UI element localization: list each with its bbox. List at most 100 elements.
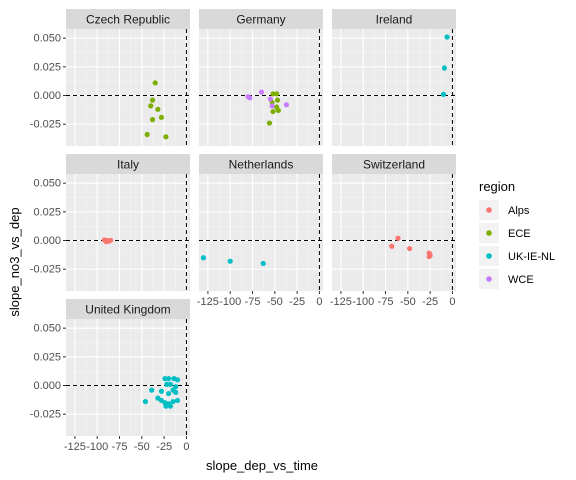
- panel-background: [199, 174, 323, 291]
- y-tick-label: 0.000: [33, 380, 61, 392]
- data-point: [152, 80, 158, 86]
- data-point: [274, 97, 281, 103]
- x-tick-label: -75: [112, 441, 128, 453]
- x-tick-label: 0: [183, 441, 189, 453]
- data-point: [266, 120, 273, 126]
- x-tick-label: -125: [197, 296, 219, 308]
- y-axis-title: slope_no3_vs_dep: [7, 207, 22, 316]
- facet-panel: Ireland: [332, 9, 456, 146]
- legend-swatch: [486, 253, 492, 259]
- facet-strip: [332, 154, 456, 174]
- legend: region Alps ECE UK-IE-NL WCE: [479, 179, 555, 289]
- data-point: [108, 237, 114, 243]
- data-point: [155, 106, 161, 112]
- data-point: [165, 390, 172, 397]
- panel-background: [199, 29, 323, 146]
- facet-panel: United Kingdom0.0500.0250.000-0.025-125-…: [30, 299, 190, 453]
- facet-panel: Italy 0.050 0.025 0.000 -0.025: [30, 154, 190, 291]
- data-point: [149, 117, 156, 123]
- panel-background: [332, 29, 456, 146]
- x-axis-title: slope_dep_vs_time: [206, 458, 318, 473]
- facet-panel: Netherlands -125 -100 -75 -50 -25 0: [197, 154, 323, 308]
- data-point: [269, 103, 275, 109]
- data-point: [247, 95, 253, 101]
- x-tick-label: -100: [219, 296, 241, 308]
- y-tick-label: 0.025: [33, 206, 61, 218]
- data-point: [174, 397, 181, 404]
- y-tick-label: 0.050: [33, 178, 61, 190]
- facet-strip: [199, 154, 323, 174]
- y-tick-label: 0.050: [33, 33, 61, 45]
- data-point: [173, 389, 179, 396]
- data-point: [270, 108, 276, 115]
- data-point: [270, 91, 276, 97]
- data-point: [440, 91, 447, 97]
- x-tick-label: -50: [400, 296, 416, 308]
- y-tick-label: -0.025: [30, 409, 61, 421]
- data-point: [227, 258, 233, 264]
- facet-strip-label: Switzerland: [363, 158, 425, 172]
- x-tick-label: -125: [330, 296, 352, 308]
- y-tick-label: 0.000: [33, 90, 61, 102]
- x-tick-label: -100: [352, 296, 374, 308]
- data-point: [283, 102, 290, 108]
- x-tick-label: -125: [64, 441, 86, 453]
- legend-label: ECE: [508, 228, 531, 240]
- data-point: [165, 376, 172, 382]
- panels-layer: Czech Republic 0.050 0.025 0.000 -0.025 Germa…: [30, 9, 456, 453]
- legend-items: Alps ECE UK-IE-NL WCE: [479, 200, 555, 289]
- data-point: [260, 260, 266, 267]
- data-point: [162, 376, 168, 382]
- data-point: [389, 243, 395, 249]
- data-point: [167, 381, 173, 387]
- data-point: [142, 398, 148, 405]
- data-point: [158, 114, 165, 120]
- x-tick-label: 0: [449, 296, 455, 308]
- y-tick-label: -0.025: [30, 119, 61, 131]
- data-point: [200, 255, 207, 261]
- data-point: [275, 107, 281, 114]
- facet-strip-label: Italy: [117, 158, 139, 172]
- x-tick-label: -75: [378, 296, 394, 308]
- data-point: [164, 381, 170, 387]
- legend-label: UK-IE-NL: [508, 251, 555, 263]
- x-tick-label: -100: [86, 441, 108, 453]
- x-tick-label: -75: [245, 296, 261, 308]
- x-tick-label: -25: [156, 441, 172, 453]
- x-tick-label: -50: [267, 296, 283, 308]
- data-point: [148, 103, 154, 109]
- legend-swatch: [486, 207, 492, 213]
- legend-label: WCE: [508, 274, 534, 286]
- facet-strip: [199, 9, 323, 29]
- data-point: [163, 134, 169, 140]
- legend-swatch: [486, 276, 492, 282]
- legend-title: region: [479, 179, 515, 194]
- data-point: [170, 398, 176, 405]
- y-tick-label: 0.025: [33, 61, 61, 73]
- data-point: [144, 131, 150, 138]
- facet-strip: [66, 9, 190, 29]
- panel-background: [66, 29, 190, 146]
- facet-strip-label: Germany: [236, 13, 285, 27]
- data-point: [149, 97, 156, 103]
- y-tick-label: 0.050: [33, 323, 61, 335]
- facet-strip: [332, 9, 456, 29]
- data-point: [158, 388, 165, 394]
- panel-background: [332, 174, 456, 291]
- panel-background: [66, 319, 190, 436]
- data-point: [103, 239, 109, 245]
- data-point: [395, 235, 401, 241]
- data-point: [444, 34, 450, 40]
- data-point: [149, 387, 155, 393]
- facet-strip-label: United Kingdom: [85, 303, 170, 317]
- data-point: [274, 91, 280, 97]
- data-point: [163, 403, 169, 409]
- facet-panel: Czech Republic 0.050 0.025 0.000 -0.025: [30, 9, 190, 146]
- facet-strip-label: Ireland: [376, 13, 413, 27]
- x-tick-label: -25: [289, 296, 305, 308]
- facet-strip: [66, 154, 190, 174]
- data-point: [427, 252, 433, 259]
- data-point: [267, 96, 273, 102]
- y-tick-label: -0.025: [30, 264, 61, 276]
- legend-swatch: [486, 230, 492, 236]
